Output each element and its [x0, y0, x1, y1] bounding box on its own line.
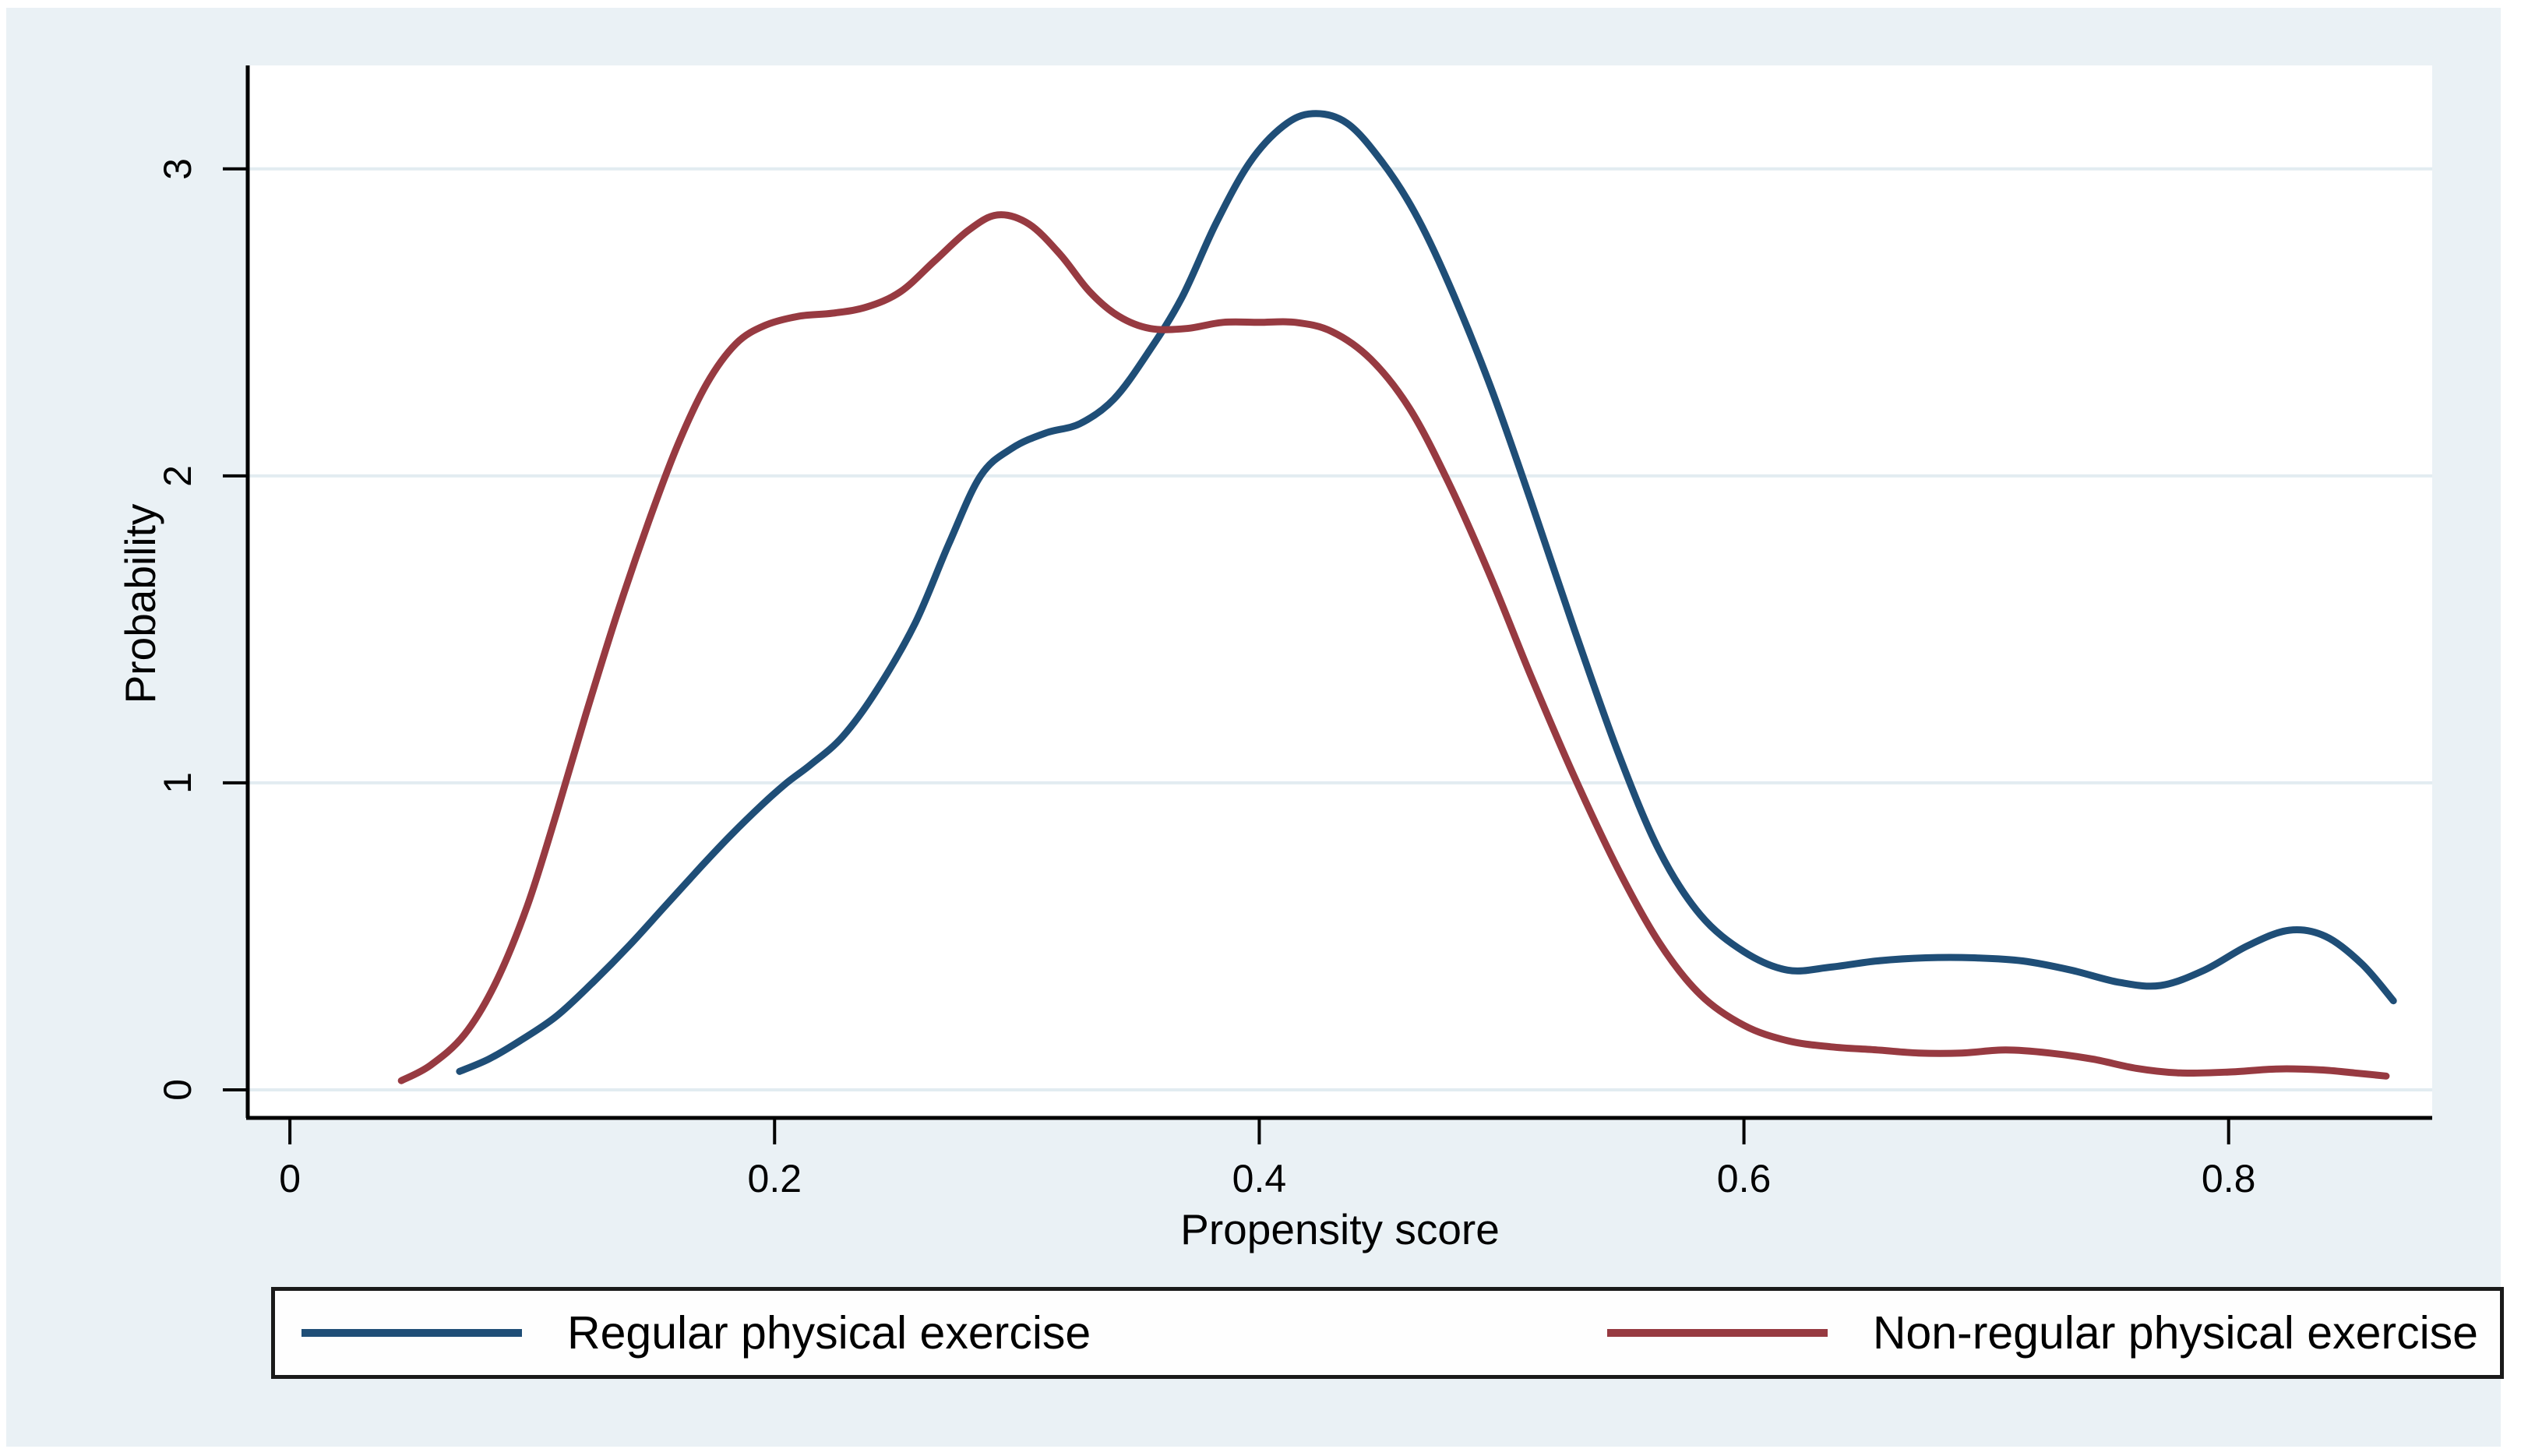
x-tick-label-1: 0.2: [747, 1157, 802, 1200]
y-tick-label-3: 3: [156, 157, 199, 180]
density-curve-0: [456, 110, 2397, 1075]
legend-line-swatch-regular: [301, 1329, 522, 1337]
axis-lines: [245, 65, 2432, 1120]
legend-label-nonregular: Non-regular physical exercise: [1872, 1307, 2478, 1359]
x-axis-title: Propensity score: [1180, 1205, 1500, 1253]
density-curve-1: [397, 211, 2390, 1084]
legend-entry-regular: Regular physical exercise: [301, 1306, 1091, 1359]
x-tick-label-3: 0.6: [1716, 1157, 1772, 1200]
y-tick-label-2: 2: [156, 464, 199, 487]
y-axis-title: Probability: [116, 503, 164, 703]
legend-label-regular: Regular physical exercise: [567, 1307, 1091, 1359]
density-curves: [397, 110, 2397, 1084]
tick-marks: [223, 167, 2230, 1144]
legend-entry-nonregular: Non-regular physical exercise: [1606, 1306, 2478, 1359]
legend-line-swatch-nonregular: [1606, 1329, 1828, 1337]
horizontal-gridlines: [249, 167, 2432, 1091]
y-tick-label-0: 0: [156, 1079, 199, 1101]
x-tick-label-2: 0.4: [1232, 1157, 1287, 1200]
x-tick-label-0: 0: [279, 1157, 301, 1200]
y-tick-label-1: 1: [156, 772, 199, 794]
plot-area: [248, 65, 2432, 1118]
x-tick-label-4: 0.8: [2201, 1157, 2256, 1200]
legend: Regular physical exercise Non-regular ph…: [271, 1287, 2504, 1379]
